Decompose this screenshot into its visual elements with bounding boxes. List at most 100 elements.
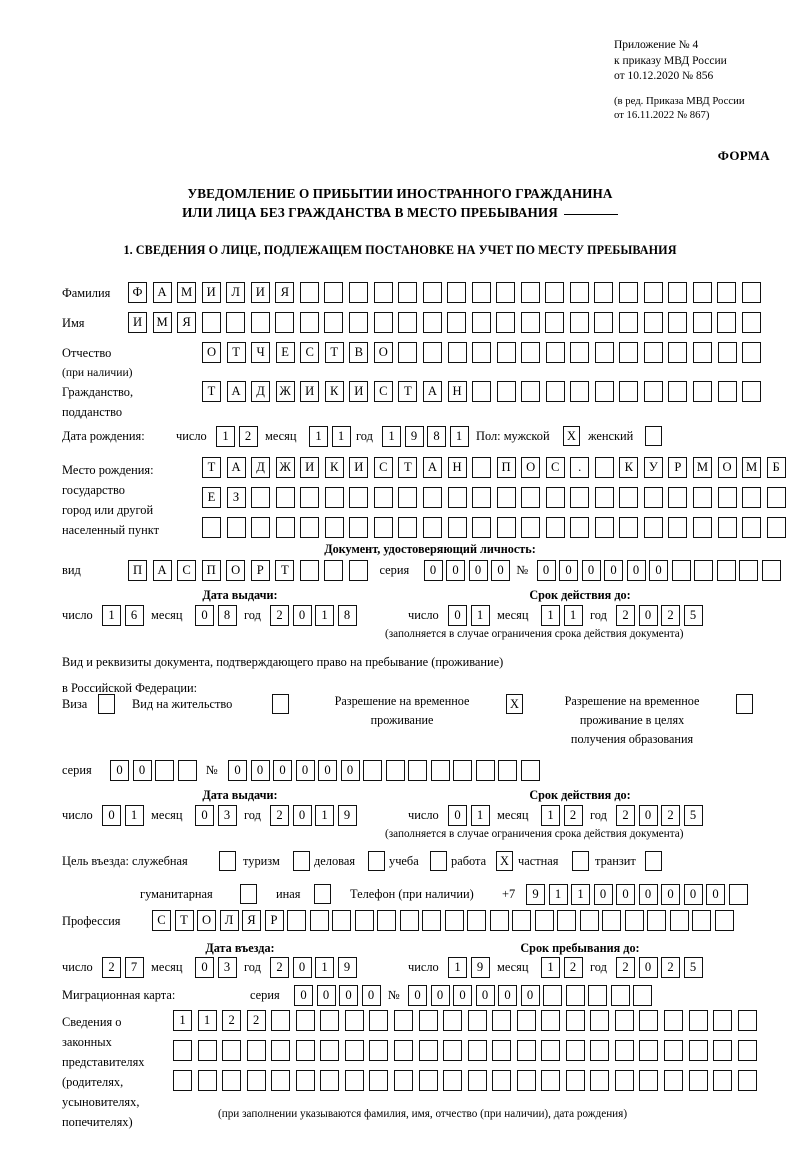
entry-day-cell[interactable]: 2 bbox=[102, 957, 121, 978]
stay-month-cell[interactable]: 1 bbox=[541, 957, 560, 978]
doc-number-field-cell[interactable] bbox=[694, 560, 713, 581]
doc-issue-month-cell[interactable]: 8 bbox=[217, 605, 237, 626]
birthplace-row-3-cell[interactable] bbox=[570, 517, 590, 538]
firstname-field-cell[interactable] bbox=[668, 312, 688, 333]
birthplace-row-1-cell[interactable]: Р bbox=[668, 457, 688, 478]
legal-rep-row-2-cell[interactable] bbox=[541, 1040, 561, 1061]
patronymic-field-cell[interactable]: О bbox=[373, 342, 393, 363]
birthplace-row-1-cell[interactable]: Н bbox=[447, 457, 467, 478]
patronymic-field-cell[interactable] bbox=[643, 342, 663, 363]
doc-valid-year-cell[interactable]: 0 bbox=[638, 605, 658, 626]
birthplace-row-1-cell[interactable]: Т bbox=[398, 457, 418, 478]
surname-field-cell[interactable] bbox=[398, 282, 418, 303]
citizenship-field-cell[interactable]: И bbox=[300, 381, 320, 402]
legal-rep-row-2-cell[interactable] bbox=[737, 1040, 757, 1061]
stay-year-cell[interactable]: 2 bbox=[616, 957, 635, 978]
birthplace-row-1-cell[interactable]: К bbox=[324, 457, 344, 478]
profession-field-cell[interactable] bbox=[354, 910, 374, 931]
permit-number-field-cell[interactable] bbox=[363, 760, 382, 781]
temp-edu-checkbox[interactable] bbox=[736, 694, 753, 714]
patronymic-field-cell[interactable] bbox=[717, 342, 737, 363]
legal-rep-row-3-cell[interactable] bbox=[295, 1070, 315, 1091]
permit-valid-year-cell[interactable]: 5 bbox=[683, 805, 703, 826]
surname-field-cell[interactable]: И bbox=[201, 282, 221, 303]
patronymic-field-cell[interactable] bbox=[619, 342, 639, 363]
doc-issue-month-cell[interactable]: 0 bbox=[195, 605, 214, 626]
permit-number-field-cell[interactable] bbox=[408, 760, 427, 781]
purpose-other-checkbox[interactable] bbox=[314, 884, 331, 904]
legal-rep-row-3-cell[interactable] bbox=[197, 1070, 217, 1091]
firstname-field-cell[interactable] bbox=[496, 312, 516, 333]
phone-field-cell[interactable]: 0 bbox=[616, 884, 635, 905]
permit-issue-year-cell[interactable]: 1 bbox=[315, 805, 334, 826]
patronymic-field-cell[interactable] bbox=[521, 342, 541, 363]
permit-number-field-cell[interactable]: 0 bbox=[340, 760, 360, 781]
permit-number-field-cell[interactable]: 0 bbox=[273, 760, 292, 781]
surname-field-cell[interactable] bbox=[545, 282, 565, 303]
entry-month-cell[interactable]: 3 bbox=[217, 957, 237, 978]
profession-field-cell[interactable] bbox=[692, 910, 711, 931]
patronymic-field-cell[interactable] bbox=[594, 342, 614, 363]
surname-field-cell[interactable]: Я bbox=[275, 282, 295, 303]
legal-rep-row-1-cell[interactable]: 2 bbox=[222, 1010, 242, 1031]
legal-rep-row-1-cell[interactable] bbox=[344, 1010, 364, 1031]
surname-field-cell[interactable] bbox=[373, 282, 393, 303]
firstname-field-cell[interactable] bbox=[569, 312, 589, 333]
birthplace-row-3-cell[interactable] bbox=[643, 517, 663, 538]
legal-rep-row-1-cell[interactable] bbox=[418, 1010, 438, 1031]
residence-permit-checkbox[interactable] bbox=[272, 694, 289, 714]
legal-rep-row-1-cell[interactable] bbox=[541, 1010, 561, 1031]
citizenship-field-cell[interactable] bbox=[742, 381, 762, 402]
legal-rep-row-1-cell[interactable] bbox=[320, 1010, 340, 1031]
birthplace-row-1-cell[interactable]: Т bbox=[202, 457, 221, 478]
doc-issue-year-cell[interactable]: 8 bbox=[337, 605, 357, 626]
legal-rep-row-2-cell[interactable] bbox=[688, 1040, 708, 1061]
legal-rep-row-1-cell[interactable] bbox=[639, 1010, 659, 1031]
purpose-study-checkbox[interactable] bbox=[430, 851, 447, 871]
doc-series-field-cell[interactable]: 0 bbox=[491, 560, 510, 581]
firstname-field-cell[interactable]: И bbox=[128, 312, 147, 333]
legal-rep-row-3-cell[interactable] bbox=[664, 1070, 683, 1091]
patronymic-field-cell[interactable] bbox=[668, 342, 688, 363]
profession-field-cell[interactable] bbox=[489, 910, 509, 931]
profession-field-cell[interactable] bbox=[512, 910, 531, 931]
profession-field-cell[interactable]: Л bbox=[219, 910, 239, 931]
birthplace-row-2-cell[interactable] bbox=[619, 487, 639, 508]
permit-number-field-cell[interactable] bbox=[475, 760, 495, 781]
birthplace-row-3-cell[interactable] bbox=[373, 517, 393, 538]
legal-rep-row-1-cell[interactable]: 1 bbox=[173, 1010, 192, 1031]
birthplace-row-2-cell[interactable] bbox=[472, 487, 492, 508]
legal-rep-row-2-cell[interactable] bbox=[590, 1040, 610, 1061]
doc-valid-year-cell[interactable]: 2 bbox=[661, 605, 680, 626]
birthplace-row-1-cell[interactable]: М bbox=[742, 457, 762, 478]
firstname-field-cell[interactable] bbox=[201, 312, 221, 333]
legal-rep-row-2-cell[interactable] bbox=[222, 1040, 242, 1061]
permit-number-field-cell[interactable] bbox=[498, 760, 517, 781]
birthplace-row-1-cell[interactable]: К bbox=[619, 457, 639, 478]
firstname-field-cell[interactable] bbox=[619, 312, 638, 333]
surname-field-cell[interactable] bbox=[741, 282, 761, 303]
stay-month-cell[interactable]: 2 bbox=[563, 957, 583, 978]
firstname-field-cell[interactable] bbox=[471, 312, 491, 333]
citizenship-field-cell[interactable]: А bbox=[422, 381, 442, 402]
migration-number-field-cell[interactable]: 0 bbox=[498, 985, 517, 1006]
citizenship-field-cell[interactable]: И bbox=[349, 381, 369, 402]
purpose-work-checkbox[interactable]: X bbox=[496, 851, 513, 871]
patronymic-field-cell[interactable] bbox=[693, 342, 712, 363]
patronymic-field-cell[interactable]: О bbox=[202, 342, 221, 363]
birthplace-row-1-cell[interactable]: И bbox=[300, 457, 320, 478]
legal-rep-row-2-cell[interactable] bbox=[344, 1040, 364, 1061]
citizenship-field-cell[interactable]: Д bbox=[251, 381, 271, 402]
permit-valid-day-cell[interactable]: 0 bbox=[448, 805, 467, 826]
birthplace-row-3-cell[interactable] bbox=[472, 517, 492, 538]
doc-number-field-cell[interactable]: 0 bbox=[581, 560, 601, 581]
permit-issue-month-cell[interactable]: 0 bbox=[195, 805, 214, 826]
birthplace-row-2-cell[interactable] bbox=[668, 487, 688, 508]
patronymic-field-cell[interactable] bbox=[545, 342, 565, 363]
firstname-field-cell[interactable] bbox=[594, 312, 614, 333]
permit-number-field-cell[interactable] bbox=[520, 760, 540, 781]
birthplace-row-2-cell[interactable] bbox=[496, 487, 516, 508]
sex-female-checkbox[interactable] bbox=[645, 426, 662, 446]
patronymic-field-cell[interactable]: Т bbox=[226, 342, 246, 363]
citizenship-field-cell[interactable] bbox=[619, 381, 639, 402]
